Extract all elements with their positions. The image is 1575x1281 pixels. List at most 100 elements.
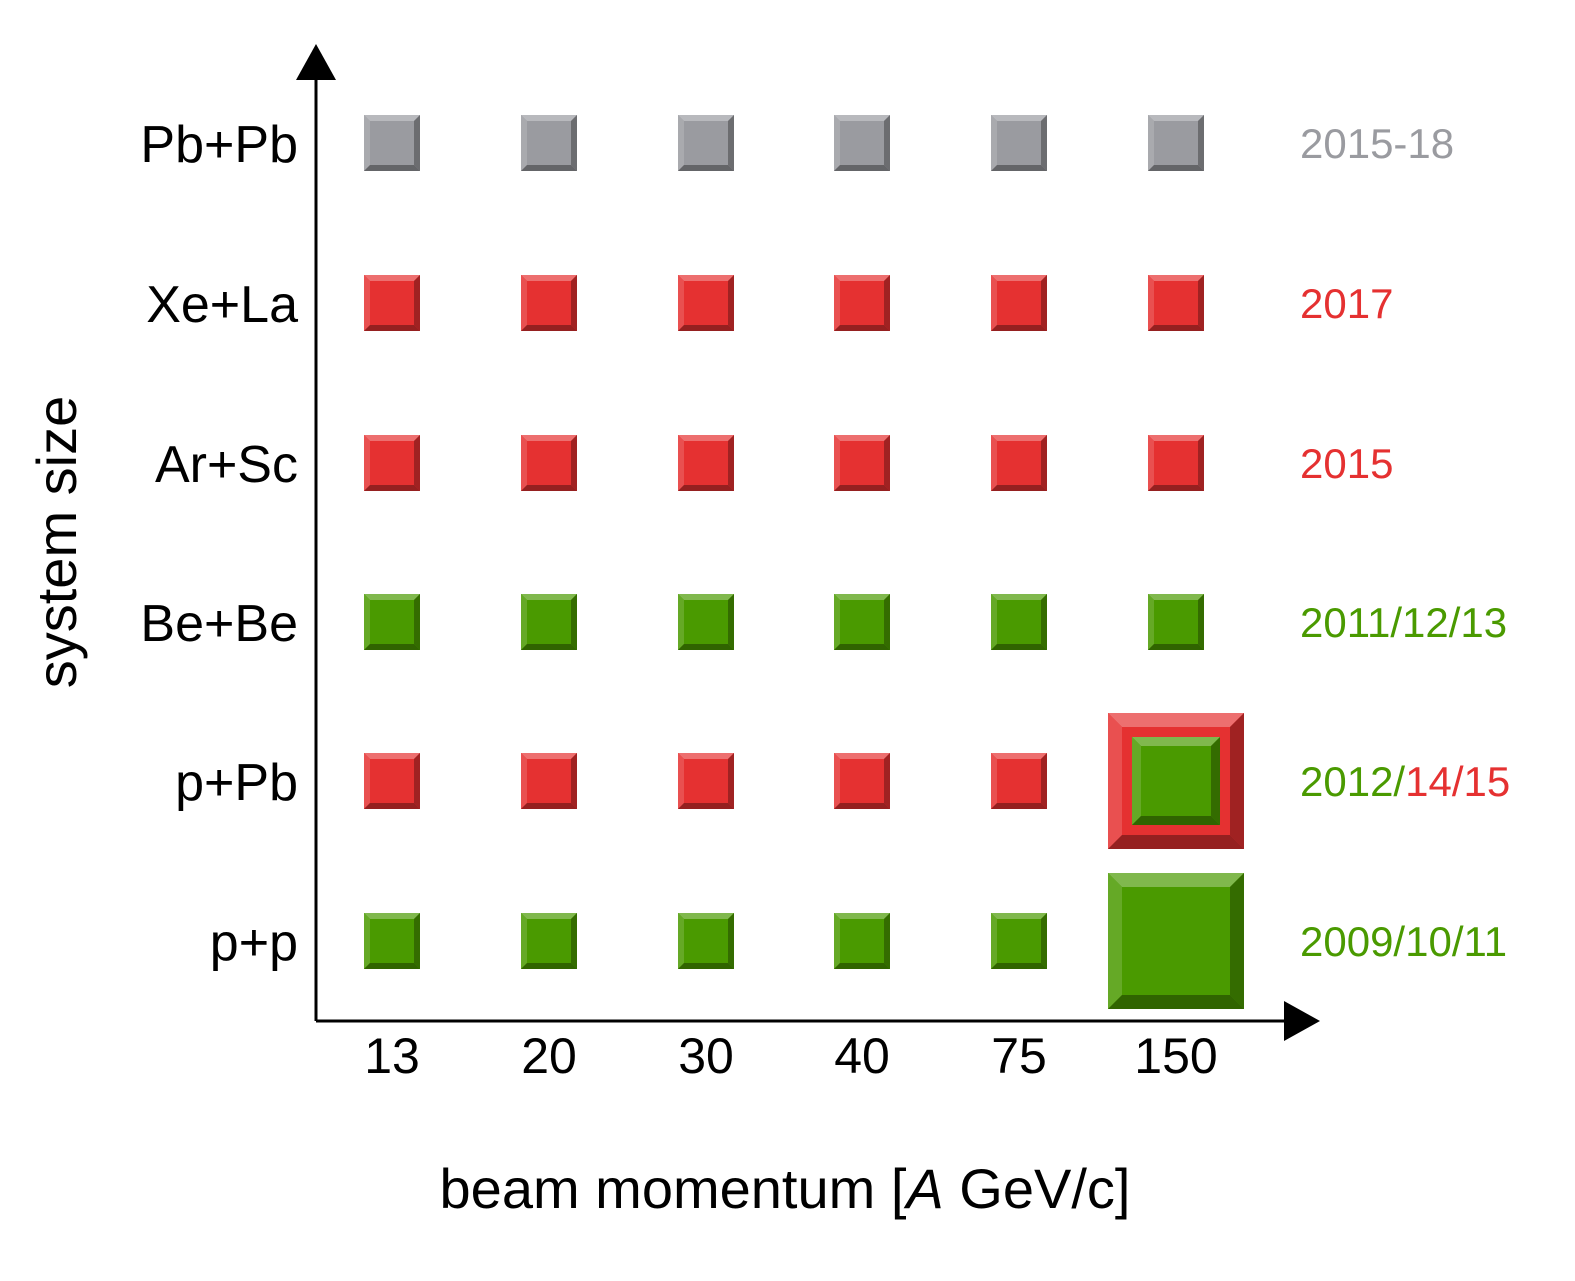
cell-be-be-75 bbox=[991, 594, 1047, 650]
cell-xe-la-40-bevel-bottom bbox=[834, 325, 890, 331]
cell-p-pb-13-bevel-left bbox=[364, 753, 370, 809]
cell-ar-sc-20-face bbox=[521, 435, 577, 491]
cell-pb-pb-150-bevel-bottom bbox=[1148, 165, 1204, 171]
cell-p-p-20-face bbox=[521, 913, 577, 969]
year-label-p-pb: 2012/14/15 bbox=[1300, 758, 1510, 805]
cell-pb-pb-13-bevel-bottom bbox=[364, 165, 420, 171]
cell-pb-pb-40-bevel-left bbox=[834, 115, 840, 171]
cell-be-be-150-bevel-top bbox=[1148, 594, 1204, 600]
cell-p-pb-150-outer-bevel-right bbox=[1230, 713, 1244, 849]
cell-p-p-30-bevel-top bbox=[678, 913, 734, 919]
cell-ar-sc-75 bbox=[991, 435, 1047, 491]
x-tick-label-40: 40 bbox=[834, 1028, 890, 1084]
cell-ar-sc-40-bevel-right bbox=[884, 435, 890, 491]
cell-pb-pb-40 bbox=[834, 115, 890, 171]
x-tick-labels: 13 20 30 40 75 150 bbox=[364, 1028, 1218, 1084]
cell-p-pb-75 bbox=[991, 753, 1047, 809]
cell-p-p-75-bevel-top bbox=[991, 913, 1047, 919]
cell-pb-pb-13 bbox=[364, 115, 420, 171]
cell-p-pb-75-bevel-left bbox=[991, 753, 997, 809]
cell-ar-sc-150-bevel-left bbox=[1148, 435, 1154, 491]
cell-be-be-75-face bbox=[991, 594, 1047, 650]
cell-xe-la-30-bevel-left bbox=[678, 275, 684, 331]
x-axis-label-suffix: GeV/c] bbox=[944, 1157, 1131, 1220]
cell-be-be-30-bevel-top bbox=[678, 594, 734, 600]
year-labels: 2009/10/11 2012/14/15 2011/12/13 2015 2017 20… bbox=[1300, 120, 1510, 965]
cell-p-p-150-face bbox=[1108, 873, 1244, 1009]
cell-ar-sc-75-bevel-bottom bbox=[991, 485, 1047, 491]
y-tick-label-xe-la: Xe+La bbox=[146, 276, 298, 334]
cell-ar-sc-20 bbox=[521, 435, 577, 491]
cell-p-p-40-bevel-top bbox=[834, 913, 890, 919]
x-axis-arrow bbox=[1284, 1001, 1320, 1041]
cell-p-pb-40-bevel-right bbox=[884, 753, 890, 809]
cell-p-pb-30-bevel-right bbox=[728, 753, 734, 809]
cell-p-pb-13-bevel-bottom bbox=[364, 803, 420, 809]
cell-pb-pb-13-face bbox=[364, 115, 420, 171]
cell-xe-la-150-bevel-top bbox=[1148, 275, 1204, 281]
y-tick-label-p-p: p+p bbox=[210, 914, 298, 972]
cell-pb-pb-150-bevel-left bbox=[1148, 115, 1154, 171]
cell-p-pb-150-inner-bevel-right bbox=[1211, 737, 1220, 825]
cell-be-be-150-bevel-bottom bbox=[1148, 644, 1204, 650]
cell-xe-la-13-bevel-left bbox=[364, 275, 370, 331]
cell-be-be-150-bevel-right bbox=[1198, 594, 1204, 650]
year-label-ar-sc: 2015 bbox=[1300, 440, 1393, 487]
cell-xe-la-40-bevel-right bbox=[884, 275, 890, 331]
cell-xe-la-75 bbox=[991, 275, 1047, 331]
cell-p-p-40-bevel-bottom bbox=[834, 963, 890, 969]
cell-p-pb-20-bevel-top bbox=[521, 753, 577, 759]
cell-be-be-30-face bbox=[678, 594, 734, 650]
year-label-ar-sc-part-0: 2015 bbox=[1300, 440, 1393, 487]
cell-xe-la-75-bevel-bottom bbox=[991, 325, 1047, 331]
cell-xe-la-30-bevel-top bbox=[678, 275, 734, 281]
cell-be-be-20 bbox=[521, 594, 577, 650]
cell-p-pb-20-bevel-left bbox=[521, 753, 527, 809]
cell-be-be-75-bevel-right bbox=[1041, 594, 1047, 650]
cell-be-be-40 bbox=[834, 594, 890, 650]
cell-p-pb-150-inner-bevel-bottom bbox=[1132, 816, 1220, 825]
cell-p-p-75-face bbox=[991, 913, 1047, 969]
cell-p-p-30-bevel-left bbox=[678, 913, 684, 969]
cell-p-pb-150-inner bbox=[1132, 737, 1220, 825]
cell-pb-pb-40-bevel-bottom bbox=[834, 165, 890, 171]
cell-pb-pb-75-bevel-left bbox=[991, 115, 997, 171]
cell-p-pb-20-bevel-right bbox=[571, 753, 577, 809]
cell-p-pb-150-inner-bevel-left bbox=[1132, 737, 1141, 825]
cell-p-pb-13-face bbox=[364, 753, 420, 809]
cell-pb-pb-30 bbox=[678, 115, 734, 171]
cell-pb-pb-150-bevel-right bbox=[1198, 115, 1204, 171]
year-label-p-pb-part-0: 2012/ bbox=[1300, 758, 1405, 805]
cell-pb-pb-20-bevel-left bbox=[521, 115, 527, 171]
cell-p-pb-40-bevel-bottom bbox=[834, 803, 890, 809]
x-axis-label-prefix: beam momentum [ bbox=[440, 1157, 907, 1220]
cell-be-be-30-bevel-left bbox=[678, 594, 684, 650]
year-label-pb-pb: 2015-18 bbox=[1300, 120, 1454, 167]
cell-p-pb-150-inner-bevel-top bbox=[1132, 737, 1220, 746]
cell-p-p-13-bevel-top bbox=[364, 913, 420, 919]
cell-xe-la-13-bevel-right bbox=[414, 275, 420, 331]
cell-pb-pb-20-bevel-right bbox=[571, 115, 577, 171]
cell-xe-la-30-bevel-bottom bbox=[678, 325, 734, 331]
cell-xe-la-30-bevel-right bbox=[728, 275, 734, 331]
cell-p-pb-30-bevel-top bbox=[678, 753, 734, 759]
cell-p-p-20-bevel-top bbox=[521, 913, 577, 919]
cell-p-pb-75-bevel-right bbox=[1041, 753, 1047, 809]
cell-ar-sc-13 bbox=[364, 435, 420, 491]
cell-pb-pb-150-bevel-top bbox=[1148, 115, 1204, 121]
cell-be-be-30 bbox=[678, 594, 734, 650]
cell-be-be-20-bevel-right bbox=[571, 594, 577, 650]
cell-ar-sc-30-bevel-bottom bbox=[678, 485, 734, 491]
axes bbox=[296, 44, 1320, 1041]
cell-be-be-13-bevel-top bbox=[364, 594, 420, 600]
cell-p-p-30-bevel-right bbox=[728, 913, 734, 969]
cell-be-be-20-bevel-left bbox=[521, 594, 527, 650]
cell-ar-sc-75-bevel-right bbox=[1041, 435, 1047, 491]
cell-pb-pb-75 bbox=[991, 115, 1047, 171]
cell-xe-la-20-bevel-top bbox=[521, 275, 577, 281]
cell-ar-sc-20-bevel-bottom bbox=[521, 485, 577, 491]
cell-p-p-30 bbox=[678, 913, 734, 969]
cell-be-be-75-bevel-left bbox=[991, 594, 997, 650]
cell-xe-la-13-face bbox=[364, 275, 420, 331]
